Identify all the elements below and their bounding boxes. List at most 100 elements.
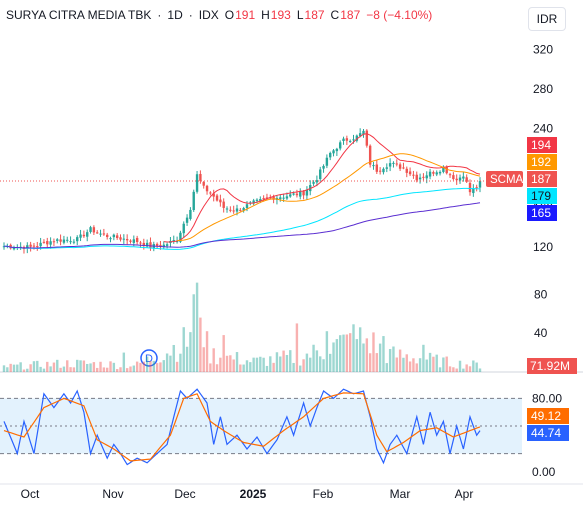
volume-bar	[145, 356, 149, 372]
candle	[122, 238, 126, 240]
currency-button[interactable]: IDR	[528, 7, 566, 31]
volume-bar	[338, 335, 342, 372]
time-tick-label: Dec	[174, 487, 195, 501]
volume-bar	[89, 363, 92, 372]
volume-bar	[109, 361, 112, 372]
volume-bar	[458, 360, 462, 372]
candle	[462, 176, 465, 179]
candle	[329, 152, 332, 158]
volume-bar	[36, 360, 39, 372]
candle	[465, 177, 468, 182]
candle	[375, 164, 379, 172]
stoch-d-badge	[527, 408, 569, 424]
candle	[438, 171, 442, 174]
volume-bar	[262, 357, 265, 372]
candle	[315, 180, 319, 183]
dividend-icon	[140, 349, 158, 367]
candle	[322, 165, 325, 169]
volume-bar	[105, 367, 109, 372]
candle	[338, 142, 342, 149]
candle	[26, 245, 29, 249]
volume-bar	[42, 368, 46, 372]
volume-bar	[352, 324, 355, 372]
volume-bar	[125, 368, 129, 372]
candle	[458, 177, 462, 181]
candle	[72, 241, 76, 243]
candle	[215, 195, 219, 201]
candle	[39, 242, 42, 247]
symbol-tag	[486, 171, 523, 187]
volume-bar	[175, 361, 179, 372]
candle	[52, 241, 56, 243]
candle	[209, 192, 212, 194]
volume-bar	[378, 343, 382, 372]
volume-bar	[232, 359, 235, 372]
volume-bar	[189, 332, 192, 372]
volume-bar	[155, 363, 159, 372]
candle	[382, 168, 385, 173]
candle	[252, 200, 255, 204]
candle	[105, 234, 109, 238]
volume-bar	[229, 355, 232, 372]
candle	[189, 209, 192, 219]
candle	[232, 210, 235, 212]
candle	[96, 232, 99, 234]
volume-bar	[185, 346, 189, 372]
volume-bar	[52, 362, 56, 372]
volume-bar	[172, 344, 175, 372]
volume-bar	[215, 364, 219, 372]
stoch-d-badge-label: 49.12	[531, 409, 561, 423]
volume-bar	[132, 365, 136, 372]
candle	[478, 181, 482, 188]
volume-bar	[39, 366, 42, 372]
volume-bar	[182, 327, 185, 372]
volume-bar	[219, 357, 222, 372]
volume-bar	[6, 367, 9, 372]
volume-bar	[455, 368, 458, 372]
volume-bar	[372, 332, 375, 372]
volume-bar	[305, 353, 309, 372]
volume-bar	[478, 368, 482, 372]
volume-bar	[22, 369, 26, 372]
interval-label[interactable]: 1D	[167, 8, 183, 22]
volume-bar	[475, 362, 478, 372]
volume-bar	[342, 334, 345, 372]
volume-bar	[285, 354, 289, 372]
candle	[69, 241, 72, 243]
candle	[245, 204, 249, 209]
volume-bar	[2, 365, 6, 372]
volume-bar	[76, 359, 79, 372]
volume-bar	[135, 361, 139, 372]
volume-bar	[468, 366, 472, 372]
volume-bar	[165, 353, 169, 372]
candle	[442, 167, 445, 172]
volume-bar	[309, 357, 312, 372]
candle	[149, 242, 152, 248]
volume-bar	[422, 344, 425, 372]
interval-sep: ·	[157, 8, 162, 22]
volume-bar	[46, 361, 49, 372]
stoch-k-badge	[527, 425, 569, 441]
volume-bar	[79, 360, 82, 372]
volume-bar	[465, 364, 468, 372]
volume-tick-label: 80	[534, 287, 548, 301]
volume-bar	[388, 349, 392, 372]
candle	[36, 246, 39, 248]
candle	[112, 234, 116, 238]
volume-bar	[99, 361, 102, 372]
volume-bar	[249, 362, 252, 372]
high-key: H	[261, 8, 270, 22]
price-badge	[527, 171, 557, 187]
candle	[395, 163, 398, 165]
volume-bar	[279, 356, 282, 372]
volume-bar	[179, 353, 182, 372]
price-pane: 320280240160120194192SCMA187179165	[0, 43, 557, 254]
candle	[99, 233, 102, 235]
candle	[212, 193, 215, 197]
candle	[282, 197, 285, 199]
candle	[229, 209, 232, 211]
candle	[115, 235, 119, 238]
low-key: L	[296, 8, 304, 22]
volume-bar	[32, 361, 36, 372]
